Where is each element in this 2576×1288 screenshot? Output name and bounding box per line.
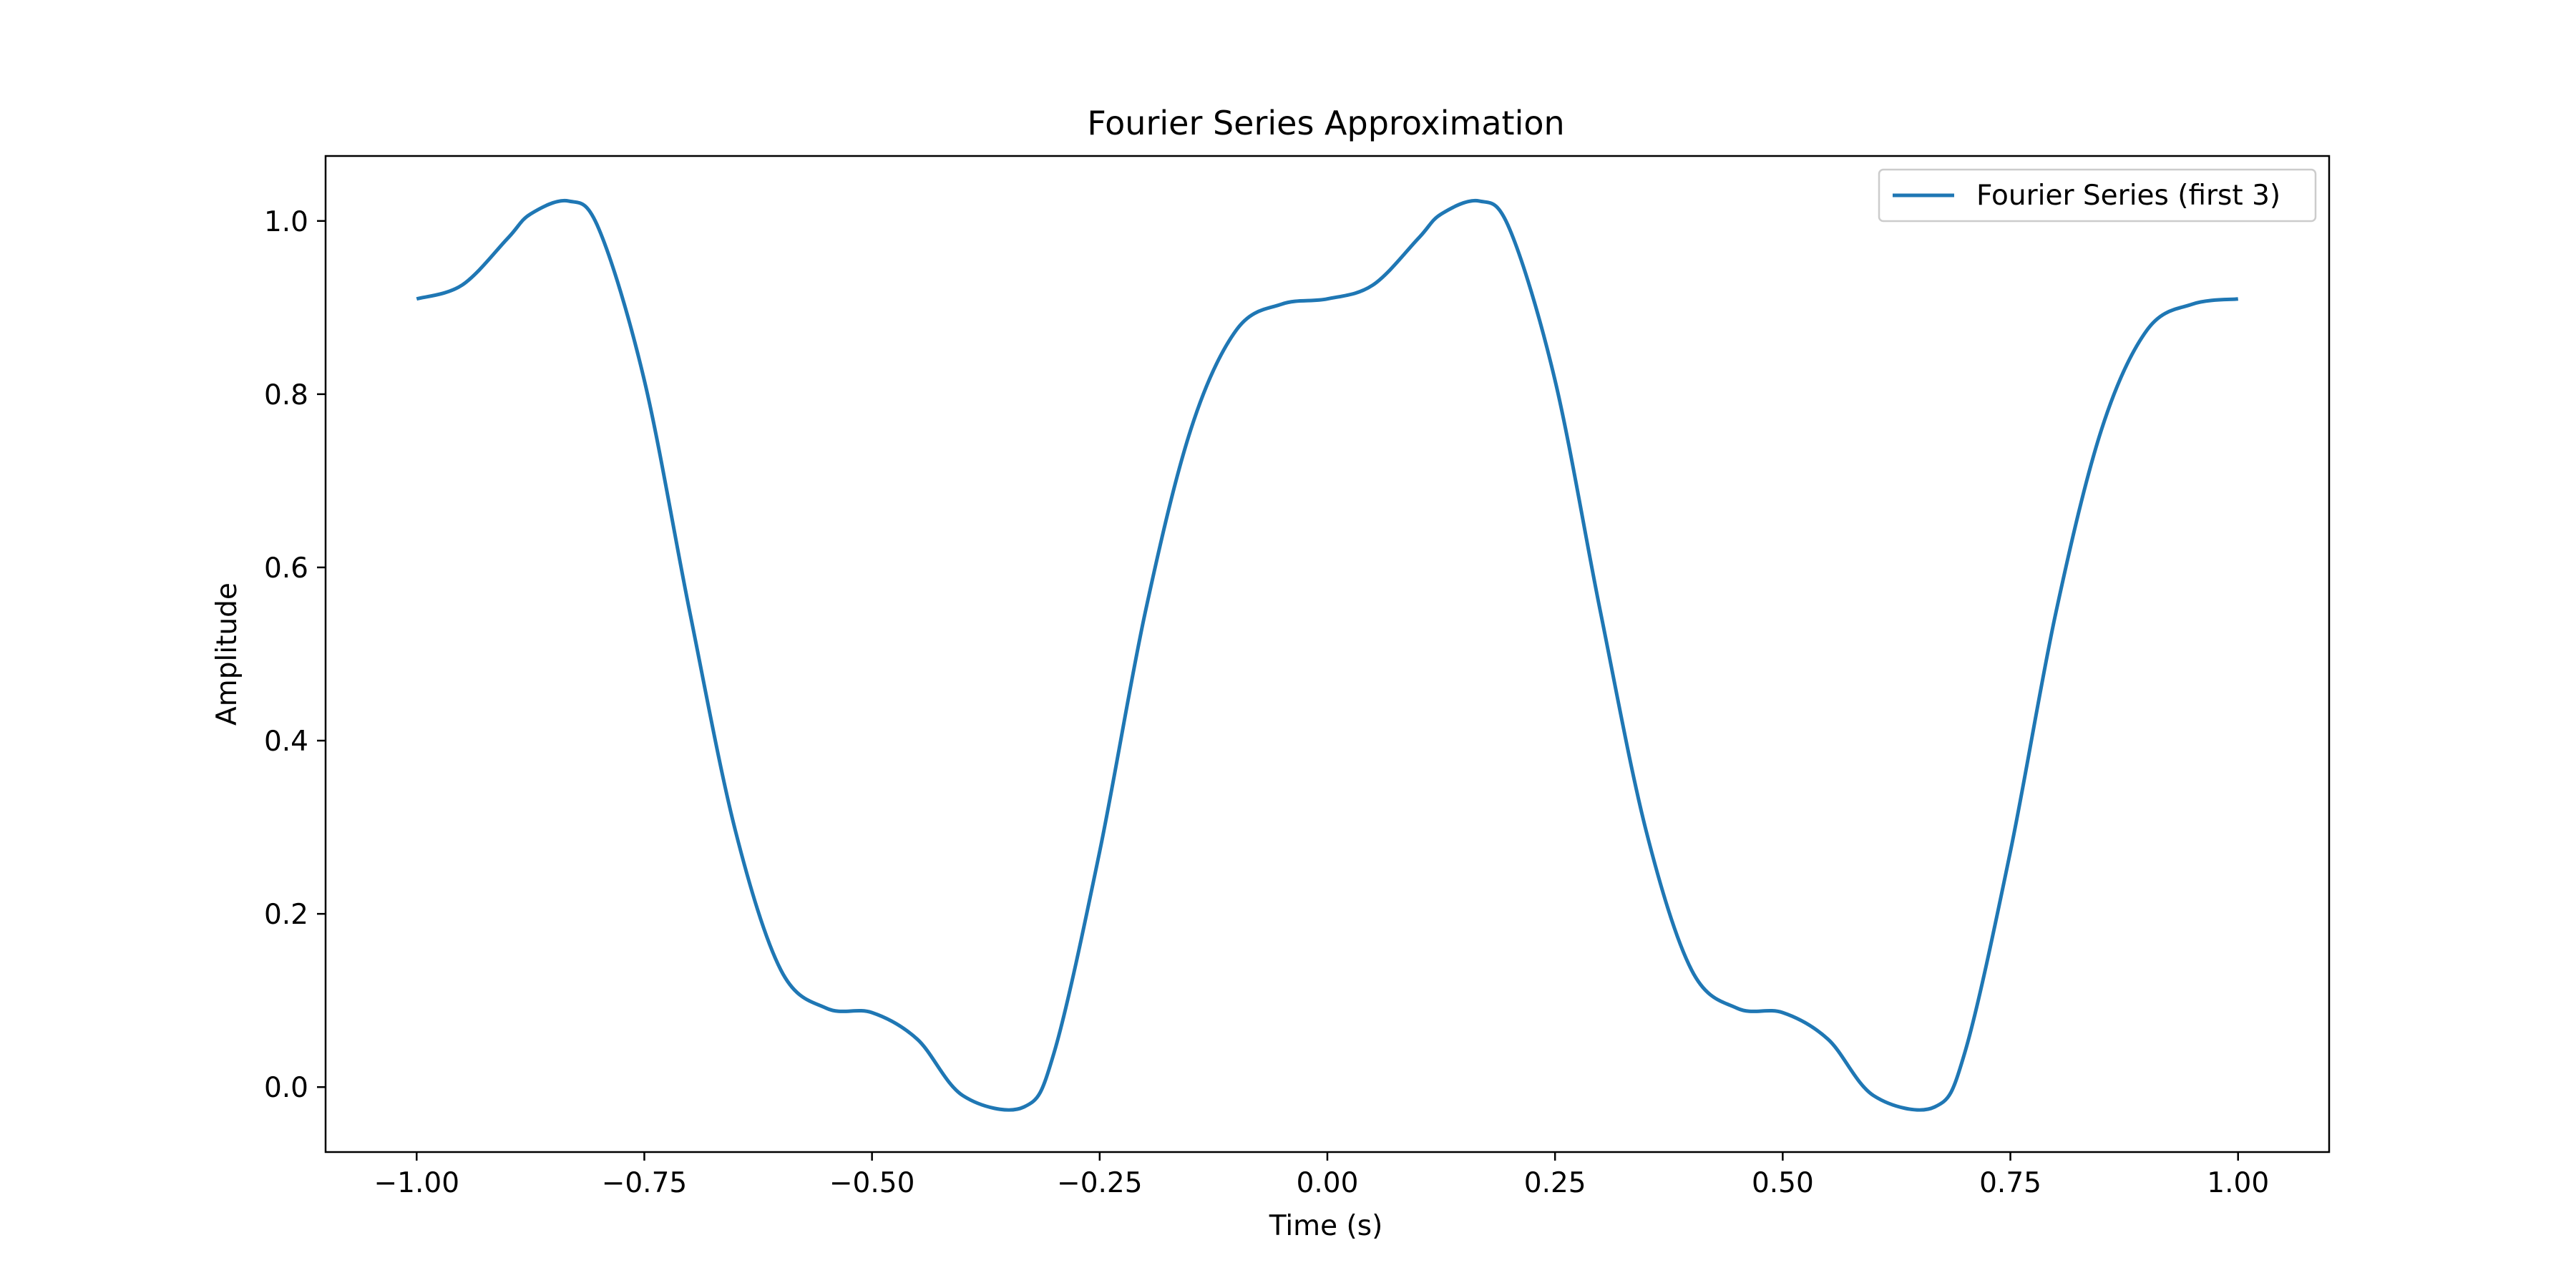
x-tick-label: −0.75 xyxy=(602,1167,688,1199)
x-tick-label: 0.50 xyxy=(1752,1167,1814,1199)
x-axis-label: Time (s) xyxy=(1269,1210,1383,1242)
series-line-0 xyxy=(416,198,2239,1112)
y-axis-label: Amplitude xyxy=(211,582,243,726)
x-axis-ticks: −1.00 −0.75 −0.50 −0.25 0.00 0.25 0.50 0.75 1.00 xyxy=(374,1152,2269,1199)
x-tick-label: −0.50 xyxy=(829,1167,915,1199)
y-tick-label: 0.4 xyxy=(264,726,308,758)
y-tick-label: 0.8 xyxy=(264,379,308,411)
x-tick-label: −0.25 xyxy=(1057,1167,1143,1199)
series-layer xyxy=(416,198,2239,1112)
y-axis-ticks: 0.0 0.2 0.4 0.6 0.8 1.0 xyxy=(264,206,326,1104)
legend: Fourier Series (first 3) xyxy=(1878,168,2317,223)
legend-label: Fourier Series (first 3) xyxy=(1976,180,2280,212)
y-tick-label: 0.0 xyxy=(264,1072,308,1104)
x-tick-label: 0.00 xyxy=(1297,1167,1359,1199)
y-tick-label: 0.6 xyxy=(264,552,308,585)
x-tick-label: 1.00 xyxy=(2207,1167,2269,1199)
y-tick-label: 1.0 xyxy=(264,206,308,238)
x-tick-label: −1.00 xyxy=(374,1167,460,1199)
y-tick-label: 0.2 xyxy=(264,899,308,931)
x-tick-label: 0.75 xyxy=(1979,1167,2041,1199)
legend-box xyxy=(1878,168,2317,223)
plot-area xyxy=(324,155,2331,1153)
chart-title: Fourier Series Approximation xyxy=(1087,104,1564,142)
x-tick-label: 0.25 xyxy=(1524,1167,1586,1199)
